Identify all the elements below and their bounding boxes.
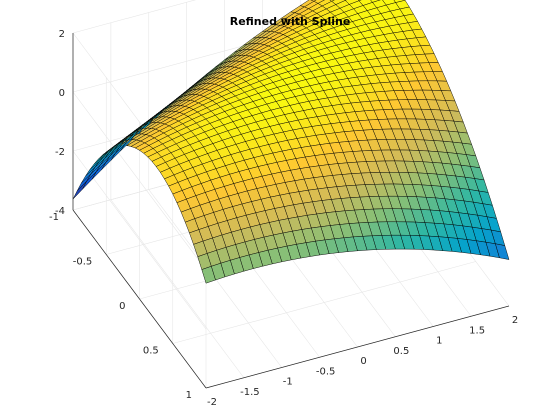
z-tick-label: -4: [55, 206, 65, 217]
z-tick-label: 2: [59, 29, 65, 40]
y-tick-label: 0: [119, 301, 125, 312]
grid-line: [72, 150, 207, 330]
y-tick-label: 0.5: [143, 346, 159, 357]
chart-title: Refined with Spline: [230, 15, 351, 28]
surface-plot: [72, 0, 510, 284]
y-tick-label: 1: [186, 390, 192, 401]
grid-line: [205, 305, 510, 389]
y-tick-label: -1: [49, 212, 59, 223]
grid-line: [72, 91, 207, 271]
grid-line: [72, 0, 197, 34]
surface-face: [72, 181, 87, 200]
grid-line: [172, 261, 476, 344]
surface-face: [201, 266, 216, 284]
x-tick-label: 1: [436, 336, 442, 347]
y-tick-label: -0.5: [73, 257, 93, 268]
x-tick-label: -2: [207, 397, 217, 408]
surface-face: [495, 243, 510, 260]
tick-labels: -2 -1.5 -1 -0.5 0 0.5 1 1.5 2 -1 -0.5 0 0.5 1 -4 -2 0 2: [49, 29, 518, 408]
x-tick-label: 2: [512, 315, 518, 326]
x-tick-label: 1.5: [469, 325, 485, 336]
x-tick-label: 0: [360, 356, 366, 367]
x-tick-label: -0.5: [316, 366, 336, 377]
z-tick-label: -2: [55, 147, 65, 158]
x-tick-label: -1.5: [240, 387, 260, 398]
x-tick-label: -1: [283, 377, 293, 388]
x-tick-label: 0.5: [393, 346, 409, 357]
grid-line: [72, 209, 207, 389]
z-tick-label: 0: [59, 88, 65, 99]
